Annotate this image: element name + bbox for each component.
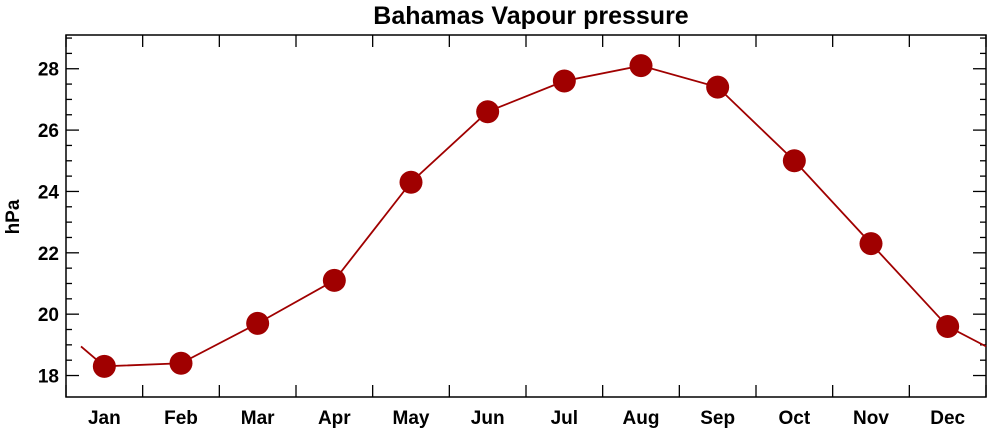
- axes: 18 20 22 24 26 28 Jan Feb Mar Apr May Jun Jul Aug Sep O…: [38, 35, 987, 429]
- x-tick-label: Jul: [551, 408, 578, 429]
- data-point-oct: [782, 149, 806, 173]
- x-tick-label: Dec: [930, 408, 965, 429]
- y-tick-label: 18: [38, 367, 59, 388]
- x-tick-label: Aug: [623, 408, 660, 429]
- x-tick-label: Nov: [853, 408, 889, 429]
- x-tick-label: Feb: [164, 408, 198, 429]
- data-point-feb: [169, 351, 193, 375]
- series-line: [80, 64, 987, 368]
- y-tick-label: 24: [38, 182, 60, 203]
- y-tick-label: 26: [38, 121, 59, 142]
- y-tick-label: 20: [38, 305, 59, 326]
- x-tick-label: Jan: [88, 408, 121, 429]
- data-point-may: [399, 170, 423, 194]
- data-point-sep: [706, 75, 730, 99]
- plot-area: [80, 54, 987, 378]
- x-tick-label: May: [393, 408, 430, 429]
- y-tick-label: 28: [38, 60, 59, 81]
- data-point-apr: [322, 268, 346, 292]
- data-point-nov: [859, 232, 883, 256]
- data-point-jan: [92, 354, 116, 378]
- x-tick-label: Oct: [778, 408, 810, 429]
- chart-title: Bahamas Vapour pressure: [373, 2, 689, 30]
- x-tick-label: Sep: [700, 408, 735, 429]
- x-tick-label: Apr: [318, 408, 351, 429]
- plot-frame: [65, 34, 987, 398]
- y-axis-label: hPa: [3, 199, 24, 234]
- x-tick-label: Jun: [471, 408, 505, 429]
- data-point-jul: [552, 69, 576, 93]
- x-tick-label: Mar: [241, 408, 275, 429]
- data-point-mar: [246, 311, 270, 335]
- data-point-aug: [629, 54, 653, 78]
- data-point-dec: [936, 314, 960, 338]
- y-tick-label: 22: [38, 244, 59, 265]
- data-point-jun: [476, 100, 500, 124]
